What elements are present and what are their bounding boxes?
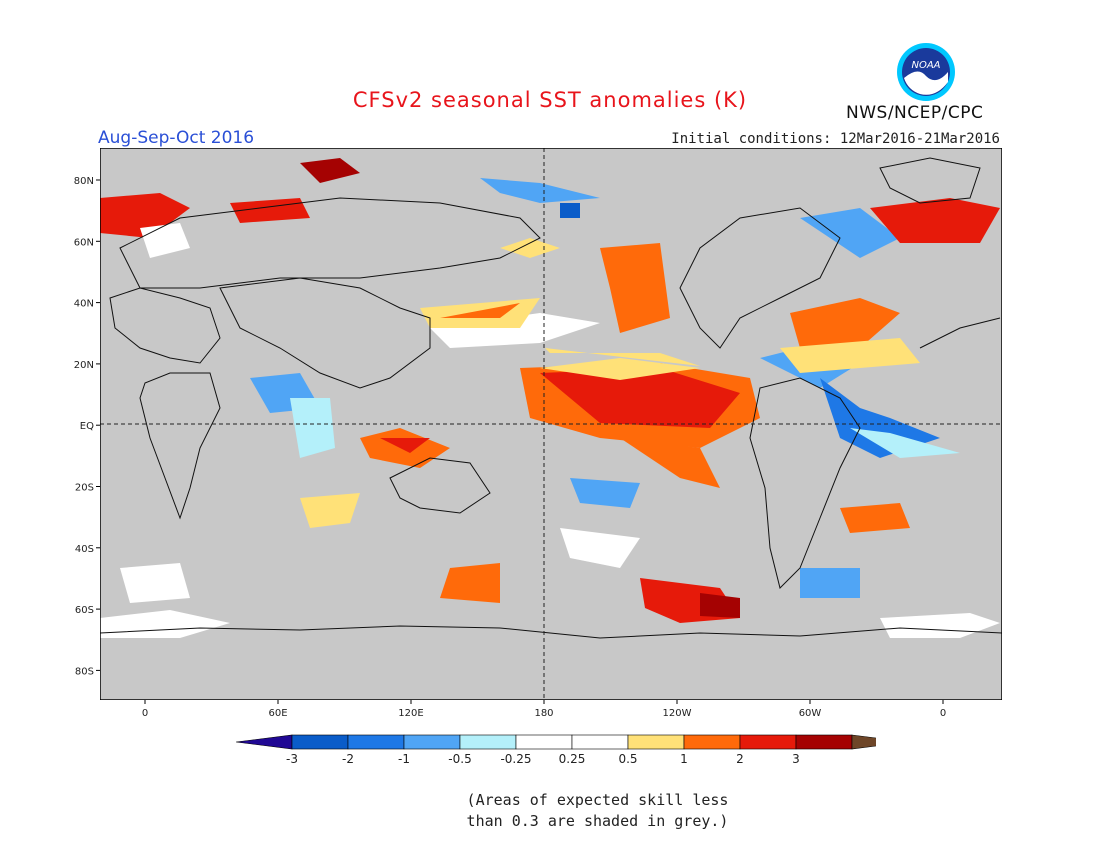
colorbar — [236, 734, 876, 750]
colorbar-label: 3 — [792, 752, 800, 766]
svg-text:NOAA: NOAA — [911, 60, 940, 71]
footnote-line-2: than 0.3 are shaded in grey.) — [466, 812, 729, 830]
colorbar-segment — [515, 734, 573, 750]
continent-outlines — [100, 157, 1002, 639]
footnote: (Areas of expected skill less than 0.3 a… — [0, 790, 1100, 832]
latitude-ticks: 80N 60N 40N 20N EQ 20S 40S 60S 80S — [74, 176, 100, 677]
lon-label: 0 — [940, 708, 946, 719]
colorbar-segment — [627, 734, 685, 750]
lon-label: 180 — [534, 708, 553, 719]
colorbar-label: 1 — [680, 752, 688, 766]
lat-label: 40S — [75, 544, 94, 555]
colorbar-segment — [795, 734, 853, 750]
lon-label: 60W — [799, 708, 822, 719]
colorbar-label: -0.25 — [500, 752, 532, 766]
lat-label: 80N — [74, 176, 94, 187]
colorbar-segment — [459, 734, 517, 750]
lon-label: 0 — [142, 708, 148, 719]
longitude-ticks: 0 60E 120E 180 120W 60W 0 — [142, 700, 946, 719]
colorbar-segment — [291, 734, 349, 750]
colorbar-label: 0.5 — [618, 752, 638, 766]
lat-label: 40N — [74, 299, 94, 310]
lat-label: 60S — [75, 605, 94, 616]
lat-label: EQ — [80, 421, 94, 432]
lon-label: 120W — [663, 708, 692, 719]
colorbar-label: -3 — [286, 752, 298, 766]
colorbar-label: -2 — [342, 752, 354, 766]
lon-label: 60E — [268, 708, 287, 719]
lon-label: 120E — [398, 708, 423, 719]
map-title: CFSv2 seasonal SST anomalies (K) — [352, 88, 748, 112]
colorbar-max-arrow — [851, 734, 876, 750]
footnote-line-1: (Areas of expected skill less — [466, 791, 729, 809]
lat-label: 20N — [74, 360, 94, 371]
lat-label: 80S — [75, 666, 94, 677]
sst-anomaly-map — [100, 148, 1002, 700]
forecast-period: Aug-Sep-Oct 2016 — [98, 128, 255, 148]
colorbar-label: -1 — [398, 752, 410, 766]
lat-label: 60N — [74, 237, 94, 248]
colorbar-segment — [403, 734, 461, 750]
noaa-logo-icon: NOAA — [897, 43, 955, 101]
initial-conditions: Initial conditions: 12Mar2016-21Mar2016 — [671, 131, 1000, 147]
colorbar-segment — [739, 734, 797, 750]
colorbar-label: -0.5 — [448, 752, 472, 766]
lat-label: 20S — [75, 483, 94, 494]
colorbar-segment — [683, 734, 741, 750]
colorbar-segment — [571, 734, 629, 750]
colorbar-label: 0.25 — [558, 752, 586, 766]
anomaly-shading — [100, 158, 1000, 638]
colorbar-min-arrow — [236, 734, 293, 750]
colorbar-label: 2 — [736, 752, 744, 766]
agency-label: NWS/NCEP/CPC — [846, 103, 984, 123]
colorbar-segment — [347, 734, 405, 750]
